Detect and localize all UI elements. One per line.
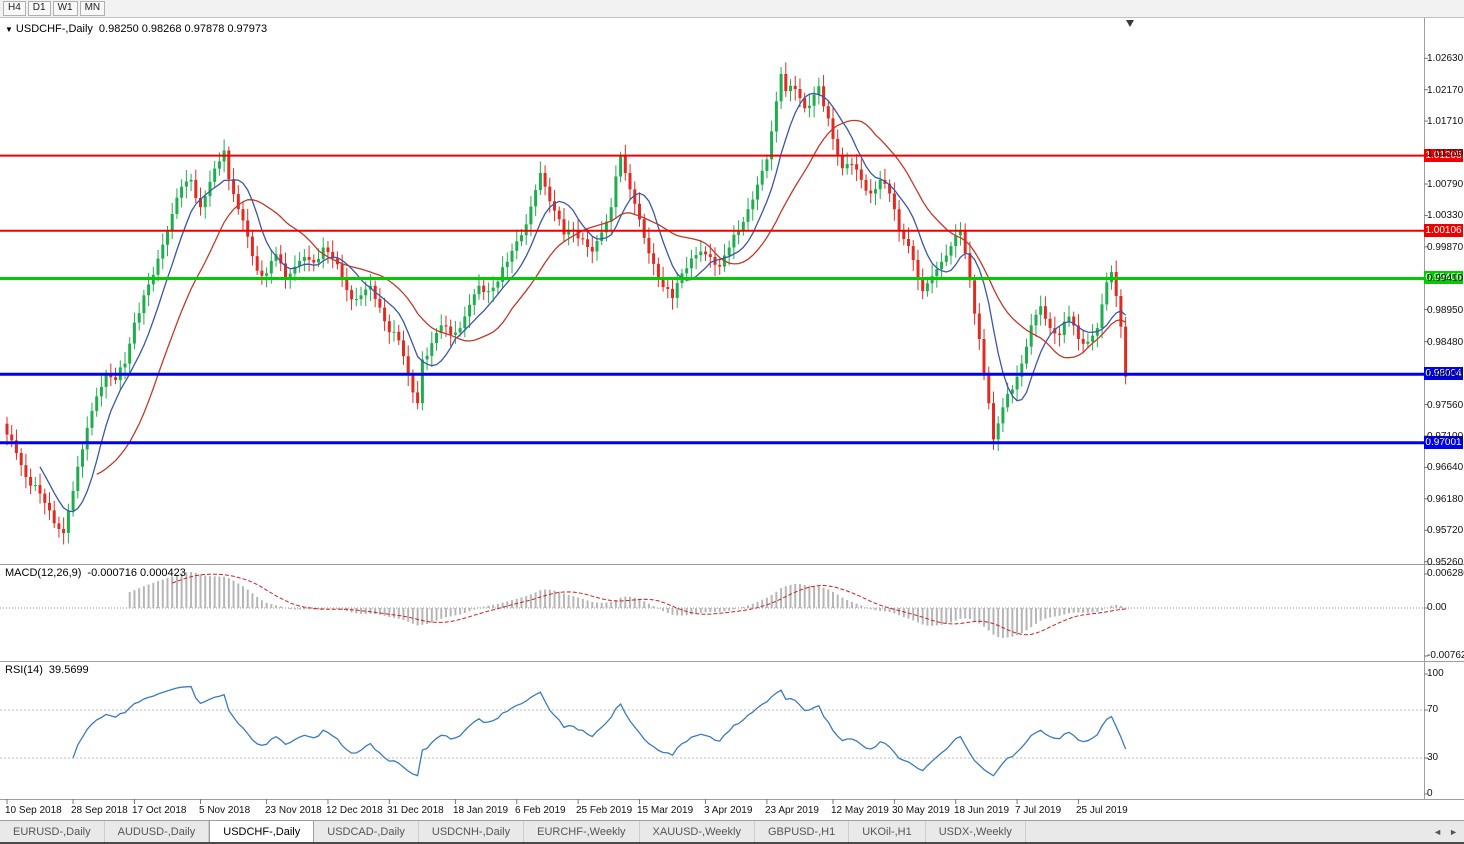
macd-signal-line [172, 573, 1126, 636]
tab-ukoil-h1[interactable]: UKOil-,H1 [849, 821, 926, 842]
rsi-line [72, 685, 1127, 777]
candles-layer [5, 62, 1128, 545]
tab-gbpusd-h1[interactable]: GBPUSD-,H1 [755, 821, 850, 842]
chart-shift-marker[interactable] [1126, 20, 1134, 27]
tab-usdcnh-daily[interactable]: USDCNH-,Daily [419, 821, 525, 842]
tab-audusd-daily[interactable]: AUDUSD-,Daily [105, 821, 210, 842]
tab-usdchf-daily[interactable]: USDCHF-,Daily [209, 821, 315, 842]
tab-usdx-weekly[interactable]: USDX-,Weekly [926, 821, 1026, 842]
moving-average-line [96, 119, 1126, 475]
tab-scroll-right-icon[interactable]: ► [1449, 826, 1458, 837]
tab-usdcad-daily[interactable]: USDCAD-,Daily [314, 821, 419, 842]
tab-scroll-left-icon[interactable]: ◄ [1433, 826, 1443, 837]
timeframe-button-w1[interactable]: W1 [52, 1, 78, 16]
macd-histogram [128, 572, 1127, 638]
timeframe-button-d1[interactable]: D1 [27, 1, 51, 16]
timeframe-button-h4[interactable]: H4 [3, 1, 26, 16]
chart-tab-bar: EURUSD-,Daily AUDUSD-,Daily USDCHF-,Daily U… [0, 820, 1464, 844]
timeframe-button-mn[interactable]: MN [79, 1, 106, 16]
tab-eurchf-weekly[interactable]: EURCHF-,Weekly [524, 821, 640, 842]
tab-xauusd-weekly[interactable]: XAUUSD-,Weekly [640, 821, 755, 842]
chart-tabs: EURUSD-,Daily AUDUSD-,Daily USDCHF-,Daily U… [0, 821, 1427, 842]
moving-average-line [39, 92, 1127, 513]
tab-scroll-arrows: ◄ ► [1427, 821, 1464, 842]
tab-eurusd-daily[interactable]: EURUSD-,Daily [0, 821, 105, 842]
timeframe-toolbar: H4 D1 W1 MN [0, 0, 1464, 18]
